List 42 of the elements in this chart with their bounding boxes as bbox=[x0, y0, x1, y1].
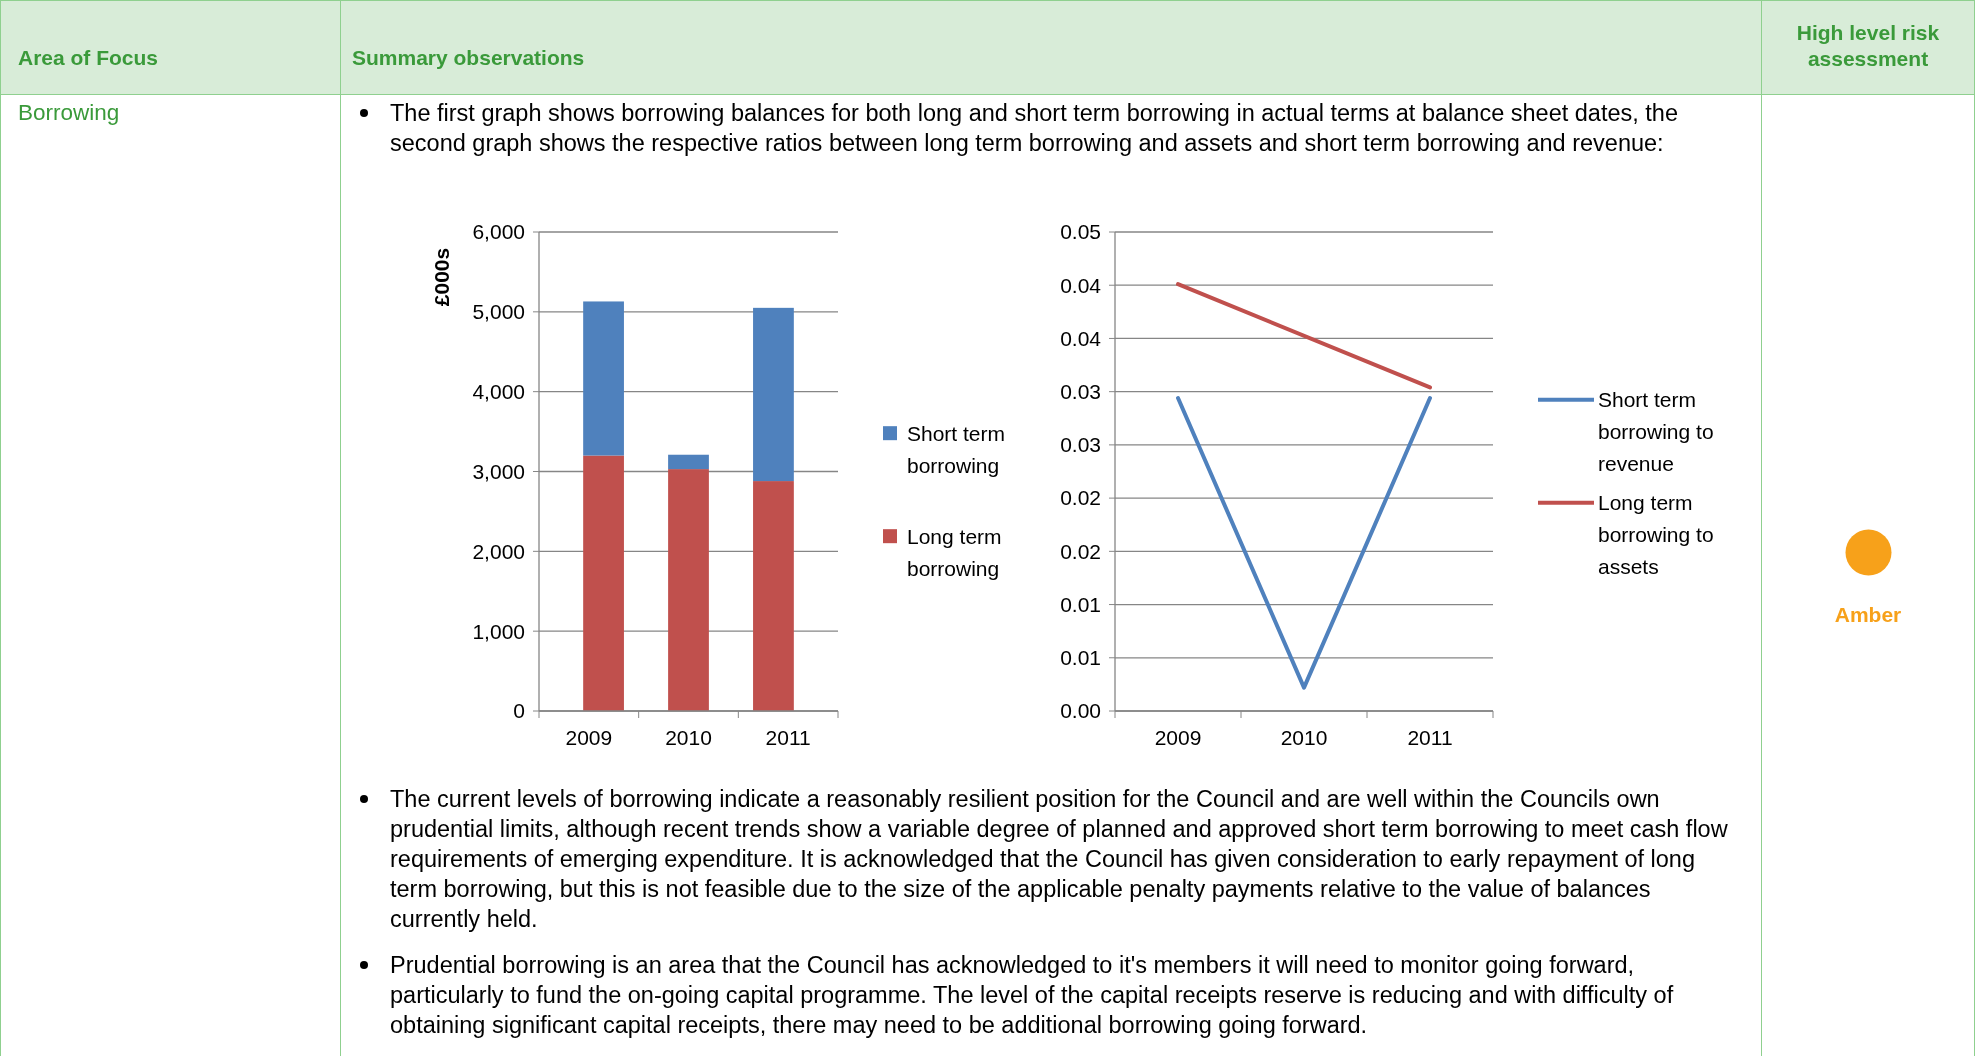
legend-label: Long term borrowing to assets bbox=[1598, 491, 1714, 578]
bar bbox=[753, 481, 794, 711]
legend-label: Long term borrowing bbox=[907, 524, 1002, 580]
y-tick-label: 0.02 bbox=[1060, 486, 1101, 510]
y-tick-label: 0.01 bbox=[1060, 646, 1101, 670]
x-tick-label: 2009 bbox=[565, 726, 613, 749]
x-tick-label: 2010 bbox=[1280, 726, 1328, 749]
bar bbox=[583, 301, 624, 456]
legend-label: Short term borrowing bbox=[907, 421, 1006, 477]
text: High level risk assessment bbox=[1795, 20, 1941, 72]
y-tick-label: 2,000 bbox=[472, 539, 525, 563]
y-tick-label: 0.05 bbox=[1060, 220, 1101, 244]
y-tick-label: 0.03 bbox=[1060, 380, 1101, 404]
y-tick-label: 0.03 bbox=[1060, 433, 1101, 457]
bar bbox=[668, 469, 709, 711]
y-tick-label: 0.04 bbox=[1060, 326, 1102, 350]
text: The current levels of borrowing indicate a reasonably resilient position for the Council and are well within the Councils own prudential limits, although recent trends show a variable degree of planned and approved short term borrowing to meet cash flow requirements of emerging expenditure. It is acknowledged that the Council has given consideration to early repayment of long term borrowing, but this is not feasible due to the size of the applicable penalty payments relative to the value of balances currently held. bbox=[390, 785, 1729, 934]
bar bbox=[668, 454, 709, 470]
y-tick-label: 0.04 bbox=[1060, 273, 1102, 297]
x-tick-label: 2010 bbox=[665, 726, 712, 749]
y-tick-label: 3,000 bbox=[472, 459, 525, 483]
text: Amber bbox=[1833, 603, 1903, 627]
y-tick-label: 4,000 bbox=[472, 380, 525, 404]
bar bbox=[753, 307, 794, 482]
x-tick-label: 2009 bbox=[1154, 726, 1202, 749]
text: Area of Focus bbox=[18, 46, 159, 70]
y-tick-label: 5,000 bbox=[472, 300, 525, 324]
y-tick-label: 0.00 bbox=[1060, 699, 1101, 723]
y-tick-label: 1,000 bbox=[472, 619, 525, 643]
legend-label: Short term borrowing to revenue bbox=[1598, 388, 1714, 475]
text: The first graph shows borrowing balances for both long and short term borrowing in actual terms at balance sheet dates, the second graph shows the respective ratios between long term borrowing and assets and short term borrowing and revenue: bbox=[390, 99, 1679, 158]
text: Summary observations bbox=[352, 46, 585, 70]
text: Borrowing bbox=[18, 100, 120, 126]
y-tick-label: 0 bbox=[513, 699, 525, 723]
text: Prudential borrowing is an area that the Council has acknowledged to it's members it will need to monitor going forward, particularly to fund the on-going capital programme. The level of the capital receipts reserve is reducing and with difficulty of obtaining significant capital receipts, there may need to be additional borrowing going forward. bbox=[390, 951, 1675, 1040]
bar bbox=[583, 455, 624, 711]
y-axis-title: £000s bbox=[430, 247, 453, 307]
x-tick-label: 2011 bbox=[765, 726, 811, 749]
x-tick-label: 2011 bbox=[1407, 726, 1453, 749]
y-tick-label: 0.01 bbox=[1060, 592, 1101, 616]
y-tick-label: 0.02 bbox=[1060, 539, 1101, 563]
y-tick-label: 6,000 bbox=[472, 220, 525, 244]
